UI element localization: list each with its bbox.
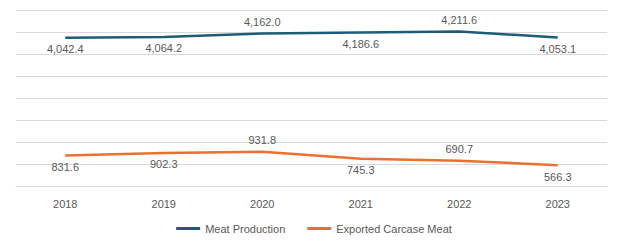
svg-text:902.3: 902.3 [150,158,178,170]
svg-text:4,053.1: 4,053.1 [539,43,576,55]
svg-text:931.8: 931.8 [248,134,276,146]
svg-text:566.3: 566.3 [544,171,572,183]
svg-text:2023: 2023 [546,198,570,210]
svg-text:4,211.6: 4,211.6 [441,14,477,26]
svg-text:4,186.6: 4,186.6 [342,38,379,50]
svg-text:Meat Production: Meat Production [205,223,285,235]
svg-text:4,162.0: 4,162.0 [244,16,281,28]
svg-text:2020: 2020 [250,198,274,210]
svg-text:2022: 2022 [447,198,471,210]
svg-text:4,064.2: 4,064.2 [145,42,182,54]
svg-text:2019: 2019 [152,198,176,210]
svg-text:831.6: 831.6 [51,161,79,173]
svg-text:2021: 2021 [349,198,373,210]
svg-text:2018: 2018 [53,198,77,210]
svg-text:690.7: 690.7 [445,143,473,155]
svg-text:4,042.4: 4,042.4 [47,43,84,55]
svg-text:Exported Carcase Meat: Exported Carcase Meat [336,223,452,235]
svg-text:745.3: 745.3 [347,164,375,176]
